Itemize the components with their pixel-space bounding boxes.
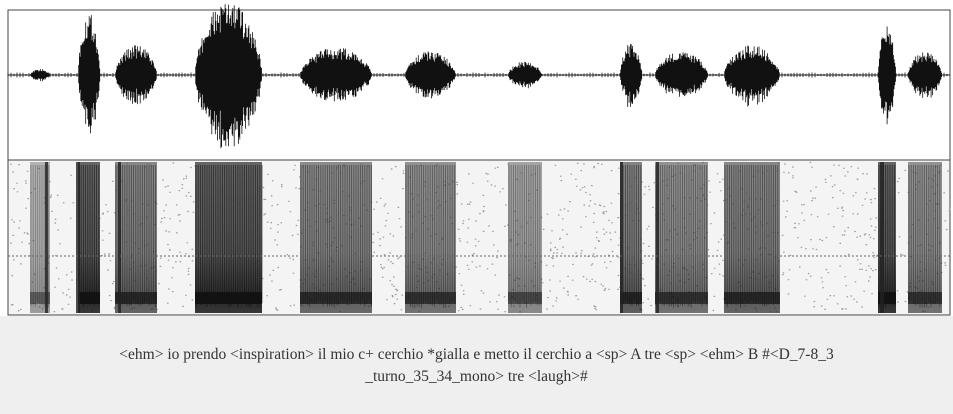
signal-panels xyxy=(0,0,953,316)
spectrogram-formant xyxy=(724,292,780,304)
spectrogram-formant xyxy=(300,292,372,304)
spectrogram-formant xyxy=(195,292,262,304)
spectrogram-striation xyxy=(301,165,371,307)
spectrogram-formant xyxy=(78,292,100,304)
spectrogram-formant xyxy=(405,292,456,304)
editor-window: <ehm> io prendo <inspiration> il mio c+ … xyxy=(0,0,953,414)
spectrogram-burst xyxy=(620,162,623,313)
spectrogram-formant xyxy=(908,292,942,304)
spectrogram-burst xyxy=(76,162,80,313)
spectrogram-striation xyxy=(509,165,540,308)
spectrogram-burst xyxy=(880,162,884,313)
transcript-line: _turno_35_34_mono> tre <laugh># xyxy=(0,368,953,386)
spectrogram-burst xyxy=(45,162,48,313)
transcript-line: <ehm> io prendo <inspiration> il mio c+ … xyxy=(0,346,953,364)
spectrogram-striation xyxy=(909,165,940,308)
spectrogram-formant xyxy=(115,292,157,304)
spectrogram-formant xyxy=(620,292,642,304)
spectrogram-burst xyxy=(118,162,121,313)
spectrogram-formant xyxy=(655,292,708,304)
spectrogram-burst xyxy=(656,162,659,313)
transcript-area: <ehm> io prendo <inspiration> il mio c+ … xyxy=(0,316,953,414)
spectrogram-formant xyxy=(508,292,542,304)
